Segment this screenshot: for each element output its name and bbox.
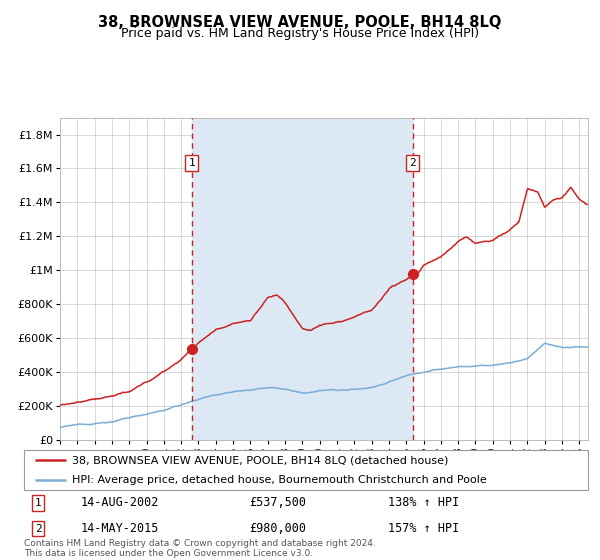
Text: 38, BROWNSEA VIEW AVENUE, POOLE, BH14 8LQ: 38, BROWNSEA VIEW AVENUE, POOLE, BH14 8L… [98, 15, 502, 30]
Text: 1: 1 [188, 158, 195, 169]
Text: 2: 2 [409, 158, 416, 169]
Text: Price paid vs. HM Land Registry's House Price Index (HPI): Price paid vs. HM Land Registry's House … [121, 27, 479, 40]
Text: 2: 2 [35, 524, 41, 534]
Text: 38, BROWNSEA VIEW AVENUE, POOLE, BH14 8LQ (detached house): 38, BROWNSEA VIEW AVENUE, POOLE, BH14 8L… [72, 455, 448, 465]
Bar [192, 118, 413, 440]
Text: HPI: Average price, detached house, Bournemouth Christchurch and Poole: HPI: Average price, detached house, Bour… [72, 474, 487, 484]
Text: 157% ↑ HPI: 157% ↑ HPI [388, 522, 459, 535]
Text: £537,500: £537,500 [250, 497, 307, 510]
Text: 14-AUG-2002: 14-AUG-2002 [80, 497, 159, 510]
Text: 1: 1 [35, 498, 41, 508]
Text: 14-MAY-2015: 14-MAY-2015 [80, 522, 159, 535]
FancyBboxPatch shape [24, 450, 588, 490]
Text: £980,000: £980,000 [250, 522, 307, 535]
Text: 138% ↑ HPI: 138% ↑ HPI [388, 497, 459, 510]
Text: Contains HM Land Registry data © Crown copyright and database right 2024.
This d: Contains HM Land Registry data © Crown c… [24, 539, 376, 558]
